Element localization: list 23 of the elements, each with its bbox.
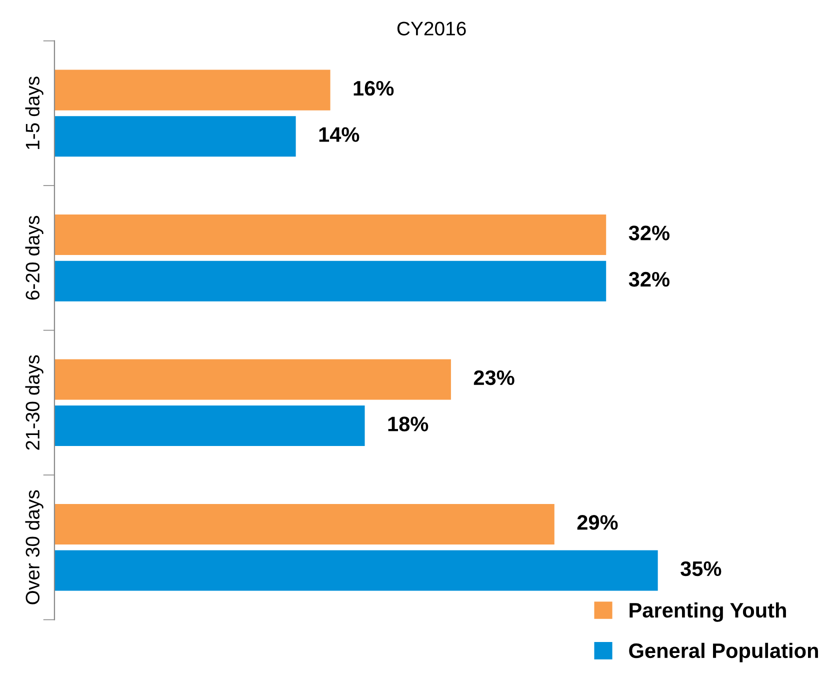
y-tick-label: Over 30 days (25, 490, 44, 604)
data-label: 32% (628, 272, 670, 287)
data-label: 35% (680, 561, 722, 576)
bar (54, 406, 365, 446)
data-label: 29% (577, 515, 618, 530)
legend-label: General Population (629, 642, 818, 662)
chart-title: CY2016 (397, 22, 466, 36)
data-label: 18% (388, 416, 428, 432)
y-tick-label: 21-30 days (25, 355, 44, 450)
data-label: 32% (628, 226, 670, 240)
bar (54, 70, 330, 110)
data-label: 16% (354, 80, 394, 96)
bar (54, 550, 658, 591)
bar (54, 214, 606, 256)
legend-label: Parenting Youth (630, 602, 786, 622)
data-label: 14% (319, 127, 360, 142)
bar (54, 504, 554, 544)
y-tick-label: 6-20 days (25, 216, 44, 300)
bar (54, 116, 296, 157)
bar (54, 260, 606, 302)
y-tick-label: 1-5 days (25, 76, 44, 150)
data-label: 23% (474, 370, 514, 386)
bar (54, 359, 451, 400)
